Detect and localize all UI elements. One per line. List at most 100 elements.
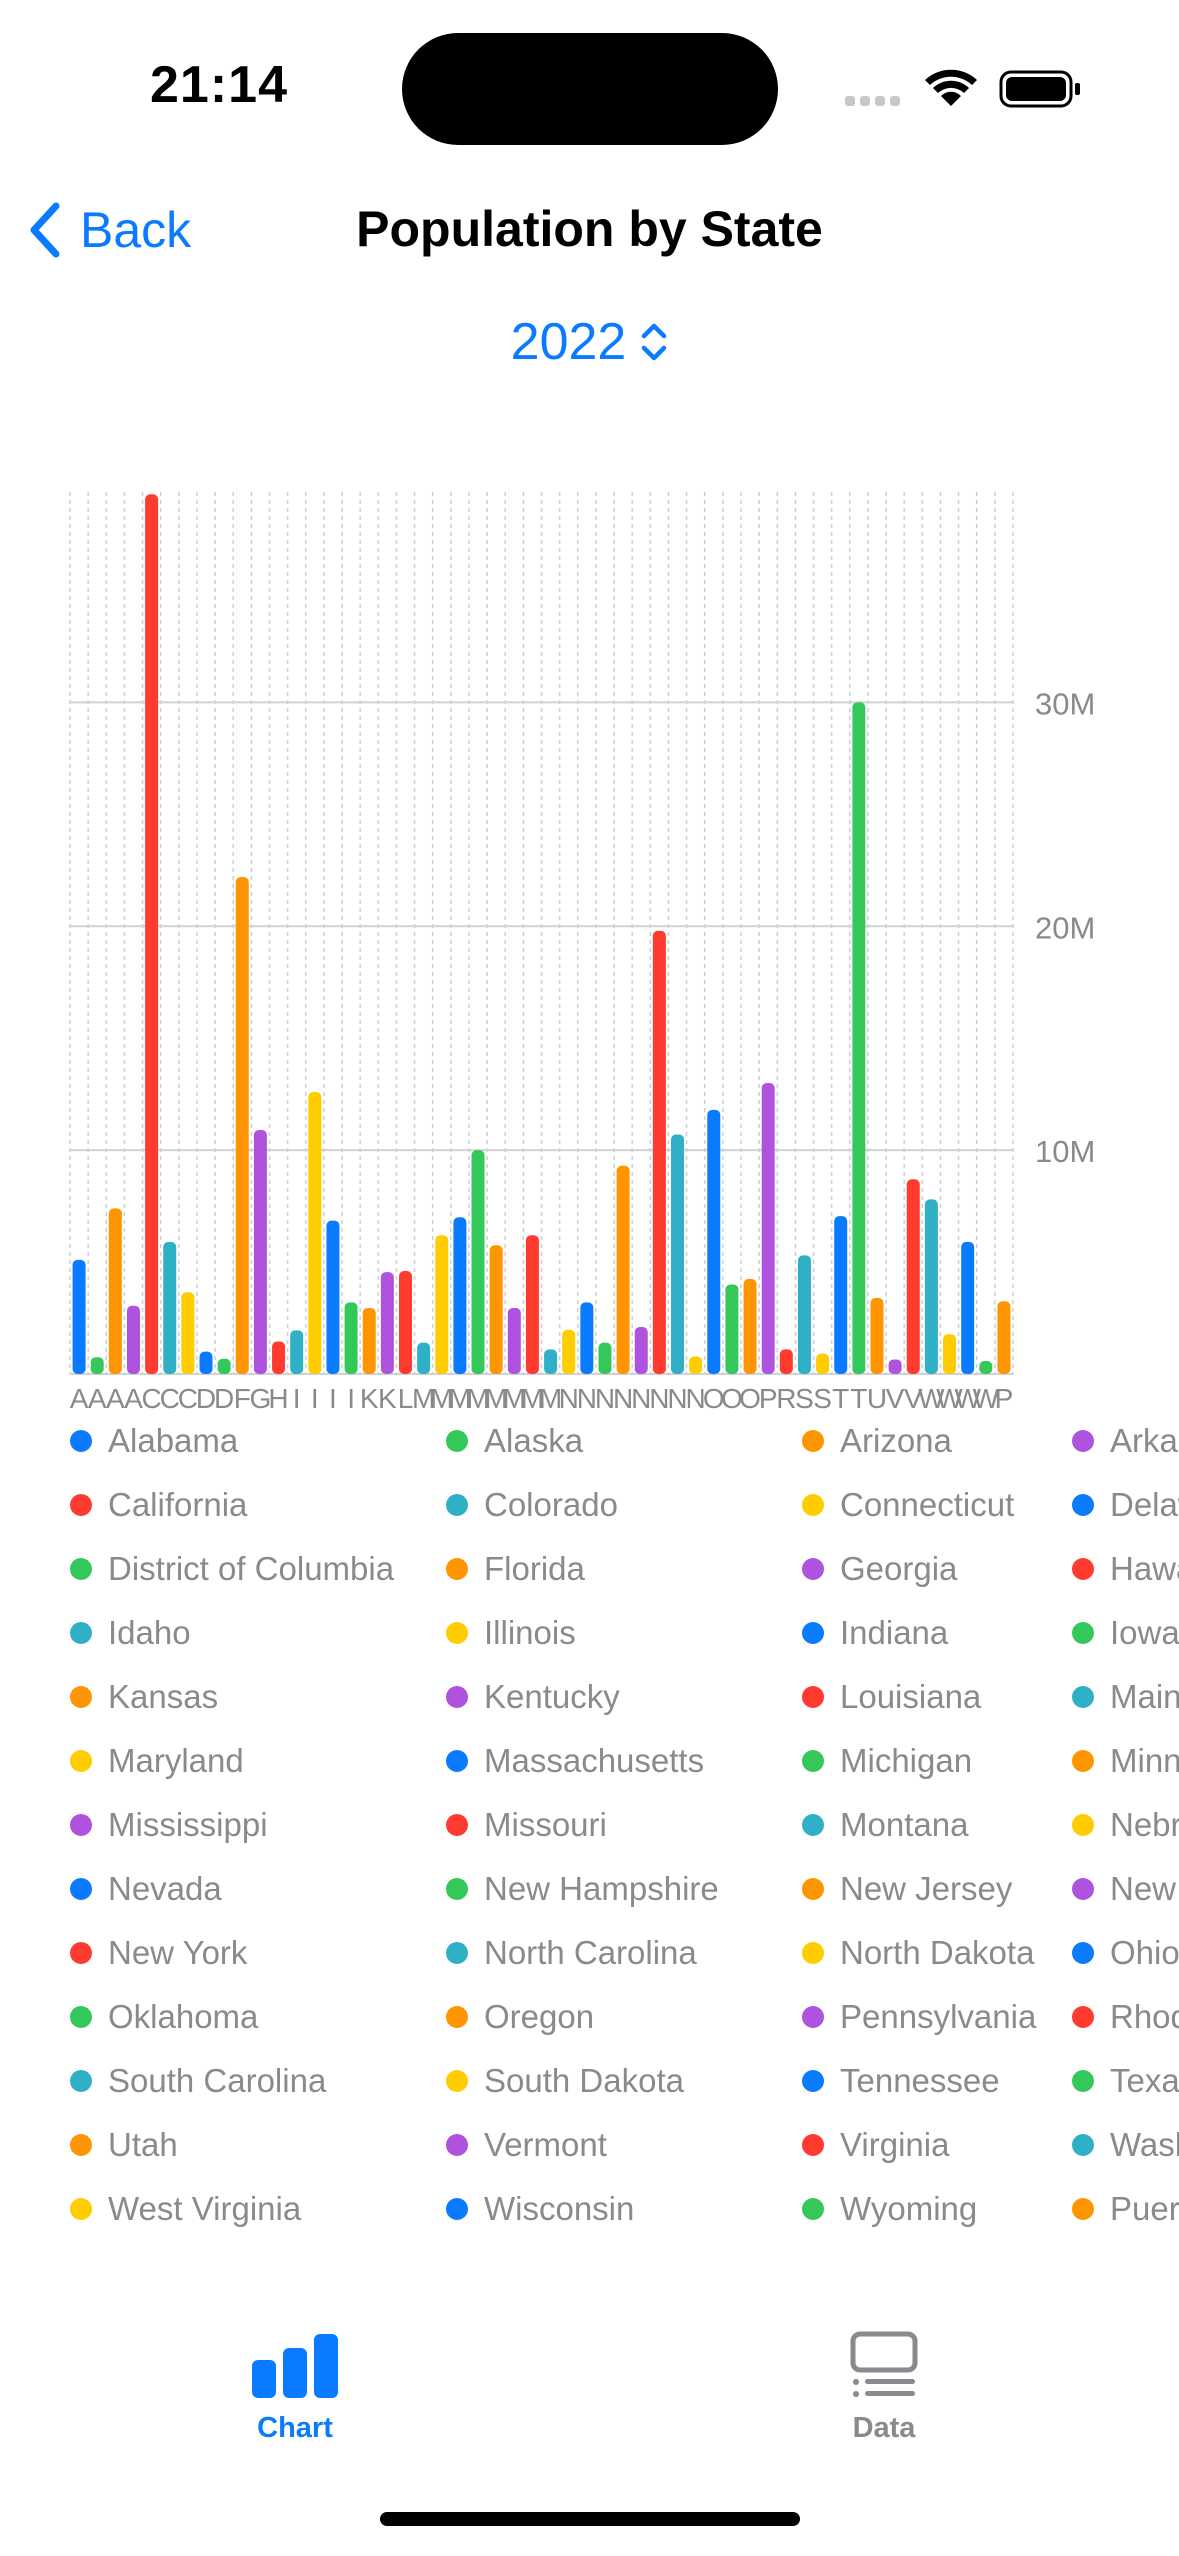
x-tick-label: N	[631, 1383, 651, 1414]
x-tick-label: V	[904, 1383, 923, 1414]
bar-south-dakota	[816, 1353, 830, 1374]
legend-label: South Dakota	[484, 2062, 684, 2099]
battery-icon	[999, 70, 1080, 108]
legend-label: Nebras	[1110, 1806, 1179, 1843]
bar-west-virginia	[943, 1334, 957, 1374]
legend-color-dot	[446, 2070, 468, 2092]
legend-label: Arizona	[840, 1422, 952, 1459]
x-tick-label: A	[106, 1383, 125, 1414]
bar-texas	[852, 702, 866, 1374]
legend-label: Texas	[1110, 2062, 1179, 2099]
legend-item: Texas	[1072, 2062, 1179, 2100]
legend-color-dot	[1072, 2070, 1094, 2092]
back-button[interactable]: Back	[26, 198, 191, 262]
legend-color-dot	[446, 2198, 468, 2220]
x-tick-label: S	[795, 1383, 814, 1414]
legend-color-dot	[70, 1750, 92, 1772]
legend-color-dot	[1072, 2006, 1094, 2028]
bar-louisiana	[398, 1271, 412, 1374]
legend-item: Montana	[802, 1806, 968, 1844]
legend-item: Hawaii	[1072, 1550, 1179, 1588]
bar-new-mexico	[634, 1326, 648, 1374]
legend-label: Iowa	[1110, 1614, 1179, 1651]
legend-color-dot	[802, 2006, 824, 2028]
x-tick-label: K	[378, 1383, 397, 1414]
x-tick-label: M	[484, 1383, 507, 1414]
tab-chart-label: Chart	[257, 2412, 333, 2444]
legend-label: Arkans	[1110, 1422, 1179, 1459]
legend-item: Mississippi	[70, 1806, 268, 1844]
x-tick-label: K	[360, 1383, 379, 1414]
bar-new-hampshire	[598, 1342, 612, 1374]
bar-idaho	[290, 1330, 304, 1374]
x-tick-label: C	[141, 1383, 161, 1414]
legend-label: Indiana	[840, 1614, 949, 1651]
x-tick-label: N	[613, 1383, 633, 1414]
tab-data[interactable]: Data	[734, 2330, 1034, 2445]
x-tick-label: O	[739, 1383, 761, 1414]
legend-color-dot	[1072, 1814, 1094, 1836]
page-title: Population by State	[356, 201, 823, 257]
legend-label: Delawa	[1110, 1486, 1179, 1523]
legend-item: Vermont	[446, 2126, 607, 2164]
legend-item: New Jersey	[802, 1870, 1012, 1908]
x-tick-label: A	[88, 1383, 107, 1414]
tab-chart[interactable]: Chart	[145, 2330, 445, 2445]
bar-pennsylvania	[761, 1082, 775, 1374]
legend-color-dot	[1072, 1942, 1094, 1964]
legend-label: Maryland	[108, 1742, 244, 1779]
legend-label: Alaska	[484, 1422, 584, 1459]
legend-item: Florida	[446, 1550, 585, 1588]
legend-item: Ohio	[1072, 1934, 1179, 1972]
wifi-icon	[925, 69, 977, 106]
legend-item: Massachusetts	[446, 1742, 704, 1780]
x-tick-label: M	[466, 1383, 489, 1414]
legend-label: Illinois	[484, 1614, 576, 1651]
x-tick-label: A	[124, 1383, 143, 1414]
legend-color-dot	[446, 1622, 468, 1644]
legend-item: New M	[1072, 1870, 1179, 1908]
year-picker[interactable]: 2022	[0, 312, 1179, 372]
legend-label: Tennessee	[840, 2062, 1000, 2099]
bar-indiana	[326, 1220, 340, 1374]
legend-color-dot	[70, 2070, 92, 2092]
legend-label: Maine	[1110, 1678, 1179, 1715]
legend-color-dot	[802, 1814, 824, 1836]
legend-color-dot	[1072, 1430, 1094, 1452]
legend-item: South Dakota	[446, 2062, 684, 2100]
bar-minnesota	[489, 1245, 503, 1374]
legend-label: Connecticut	[840, 1486, 1015, 1523]
legend-color-dot	[446, 1750, 468, 1772]
legend-label: Wyoming	[840, 2190, 978, 2227]
x-tick-label: M	[503, 1383, 526, 1414]
x-tick-label: N	[559, 1383, 579, 1414]
legend-item: Tennessee	[802, 2062, 1000, 2100]
legend-color-dot	[70, 1558, 92, 1580]
legend-label: New York	[108, 1934, 248, 1971]
legend-color-dot	[446, 1814, 468, 1836]
x-tick-label: M	[448, 1383, 471, 1414]
legend-color-dot	[1072, 2134, 1094, 2156]
legend-label: Kentucky	[484, 1678, 620, 1715]
legend-label: Massachusetts	[484, 1742, 705, 1779]
tab-bar: Chart Data	[0, 2310, 1179, 2510]
legend-label: West Virginia	[108, 2190, 302, 2227]
legend-label: Louisiana	[840, 1678, 982, 1715]
bar-arkansas	[126, 1305, 140, 1374]
legend-item: Missouri	[446, 1806, 607, 1844]
legend-item: California	[70, 1486, 247, 1524]
bar-michigan	[471, 1150, 485, 1374]
x-tick-label: I	[347, 1383, 355, 1414]
legend-label: Hawaii	[1110, 1550, 1179, 1587]
bar-maine	[417, 1342, 431, 1374]
legend-label: Washin	[1110, 2126, 1179, 2163]
x-tick-label: M	[430, 1383, 453, 1414]
legend-item: Kentucky	[446, 1678, 620, 1716]
legend-color-dot	[802, 1558, 824, 1580]
legend-color-dot	[1072, 1494, 1094, 1516]
legend-label: Oklahoma	[108, 1998, 259, 2035]
legend-item: Arkans	[1072, 1422, 1179, 1460]
x-tick-label: N	[649, 1383, 669, 1414]
legend-item: Alabama	[70, 1422, 238, 1460]
bar-colorado	[163, 1241, 177, 1374]
